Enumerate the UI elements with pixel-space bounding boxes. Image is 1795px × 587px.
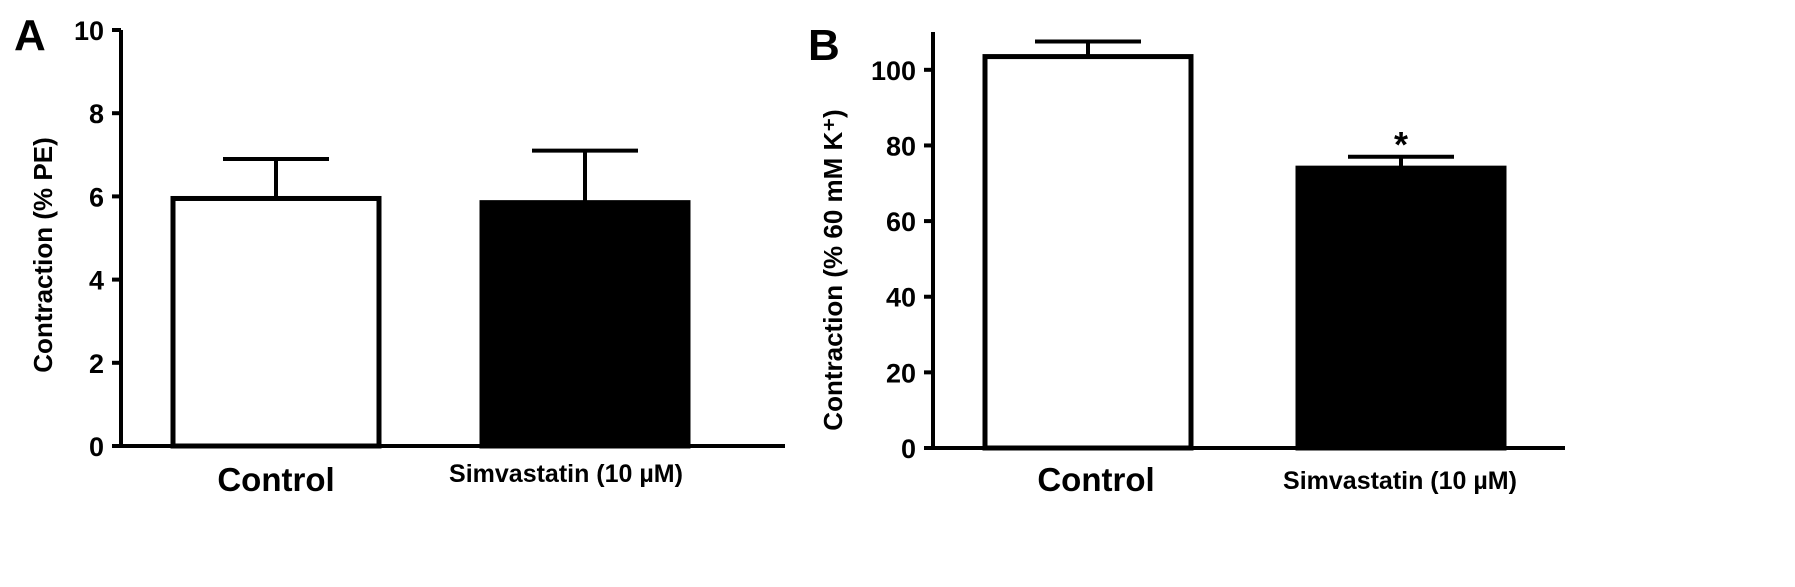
panel-a-bar-control <box>170 195 382 449</box>
panel-a-y-axis-label: Contraction (% PE) <box>28 137 58 372</box>
panel-b-significance-marker: * <box>1394 124 1408 165</box>
panel-a-bar-simvastatin <box>479 200 691 449</box>
panel-b-y-tick-label: 40 <box>886 283 916 313</box>
panel-b-letter: B <box>808 21 840 70</box>
panel-a-y-tick-label: 2 <box>89 349 104 379</box>
panel-b-y-tick-label: 20 <box>886 358 916 388</box>
panel-b-bar-control <box>982 54 1194 451</box>
panel-b-y-tick-label: 100 <box>871 56 916 86</box>
panel-a-category-label-control: Control <box>217 461 334 498</box>
panel-a: A Contraction (% PE) 0 2 4 6 8 10 Control Sim… <box>14 11 785 498</box>
panel-b-y-tick-label: 80 <box>886 131 916 161</box>
panel-b-bar-simvastatin <box>1295 165 1507 451</box>
panel-a-category-label-simvastatin: Simvastatin (10 µM) <box>449 460 683 488</box>
panel-a-plot: 0 2 4 6 8 10 <box>74 16 691 462</box>
panel-b-y-axis-label: Contraction (% 60 mM K⁺) <box>818 109 848 430</box>
panel-a-y-tick-label: 4 <box>89 266 104 296</box>
panel-b-plot: 0 20 40 60 80 100 * <box>871 39 1507 464</box>
panel-b-category-label-simvastatin: Simvastatin (10 µM) <box>1283 467 1517 495</box>
panel-a-letter: A <box>14 11 46 60</box>
panel-a-y-tick-label: 10 <box>74 16 104 46</box>
panel-b: B Contraction (% 60 mM K⁺) 0 20 40 60 80 100 *… <box>808 21 1565 498</box>
panel-b-y-tick-label: 0 <box>901 434 916 464</box>
panel-a-y-tick-label: 6 <box>89 182 104 212</box>
panel-a-y-tick-label: 0 <box>89 432 104 462</box>
panel-b-category-label-control: Control <box>1037 461 1154 498</box>
panel-b-y-tick-label: 60 <box>886 207 916 237</box>
panel-a-y-tick-label: 8 <box>89 99 104 129</box>
